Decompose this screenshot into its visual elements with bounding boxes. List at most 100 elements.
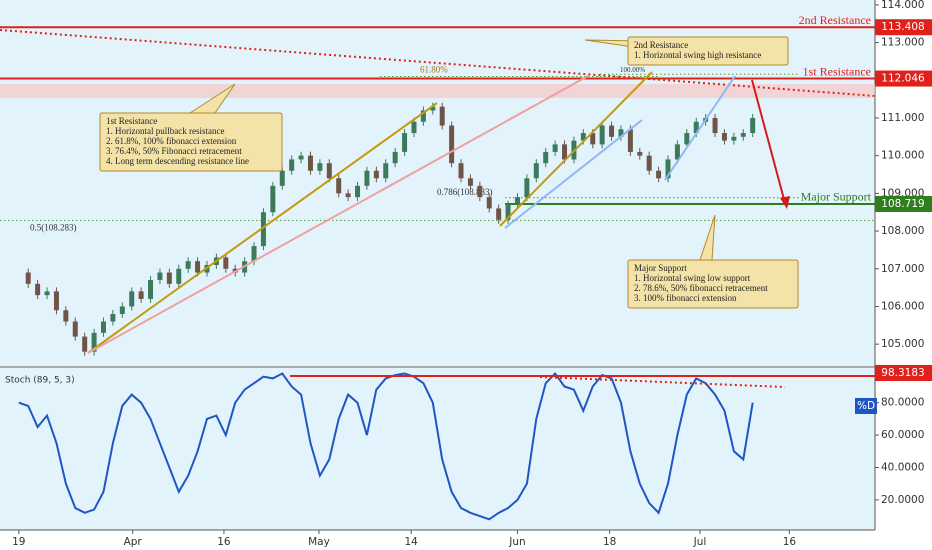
candle-body: [82, 336, 88, 352]
x-tick-label: 18: [603, 536, 616, 548]
series-badge: [855, 398, 877, 414]
trend-arrow: [504, 119, 643, 229]
candle-body: [72, 321, 78, 337]
candle-body: [496, 208, 502, 220]
indicator-level-value: 98.3183: [881, 367, 924, 379]
callout-text: 2. 61.8%, 100% fibonacci extension: [106, 136, 237, 146]
y-tick-label: 107.000: [881, 263, 924, 275]
candle-body: [195, 261, 201, 273]
y-tick-label: 110.000: [881, 150, 924, 162]
candle-body: [326, 163, 332, 179]
candle-body: [477, 185, 483, 198]
callout-text: 3. 100% fibonacci extension: [634, 293, 737, 303]
candle-body: [289, 159, 295, 171]
trend-lines: [0, 29, 876, 388]
candle-body: [355, 185, 361, 198]
candle-body: [562, 144, 568, 160]
candle-body: [486, 197, 492, 209]
candle-body: [251, 246, 257, 262]
x-tick-label: May: [308, 536, 330, 548]
trend-arrow: [664, 75, 736, 181]
y-tick-label: 108.000: [881, 225, 924, 237]
trend-arrow: [87, 75, 589, 354]
candle-body: [420, 110, 426, 122]
candle-body: [307, 155, 313, 171]
candle-body: [91, 332, 97, 352]
candle-body: [345, 193, 351, 198]
candle-body: [599, 125, 605, 145]
trend-arrow: [87, 102, 438, 354]
candle-body: [467, 178, 473, 186]
candle-body: [439, 106, 445, 126]
candle-body: [590, 133, 596, 145]
candle-body: [627, 129, 633, 152]
candle-body: [35, 283, 41, 296]
x-tick-label: 14: [404, 536, 418, 548]
candle-body: [514, 197, 520, 205]
candle-body: [693, 121, 699, 134]
candle-body: [684, 133, 690, 145]
candle-body: [138, 291, 144, 299]
candle-body: [25, 272, 31, 284]
level-badge: [875, 70, 932, 87]
candle-body: [656, 170, 662, 179]
y-tick-label: 114.000: [881, 0, 924, 11]
candle-body: [364, 170, 370, 186]
candle-body: [674, 144, 680, 160]
candle-body: [392, 151, 398, 164]
callout-text: 1st Resistance: [106, 116, 157, 126]
x-tick-label: Apr: [124, 536, 143, 548]
y-tick-label: 113.000: [881, 37, 924, 49]
y-tick-label: 111.000: [881, 112, 924, 124]
x-tick-label: 16: [217, 536, 231, 548]
candle-body: [543, 151, 549, 164]
callout-text: 2nd Resistance: [634, 40, 688, 50]
fib-label: 100.00%: [620, 66, 645, 74]
level-value: 113.408: [881, 21, 924, 33]
level-badge: [875, 195, 932, 212]
indicator-trend: [539, 376, 786, 388]
callout-box: [627, 36, 789, 66]
y2-tick-label: 20.0000: [881, 494, 924, 506]
candle-body: [260, 212, 266, 247]
candle-body: [383, 163, 389, 179]
candle-body: [750, 117, 756, 134]
x-tick-label: Jun: [508, 536, 525, 548]
x-tick-label: 16: [783, 536, 797, 548]
fib-label: 61.80%: [420, 65, 448, 75]
candle-body: [458, 163, 464, 179]
candle-body: [44, 291, 50, 296]
candle-body: [637, 151, 643, 156]
callout-text: Major Support: [634, 263, 687, 273]
candle-body: [185, 261, 191, 269]
candle-body: [411, 121, 417, 134]
candle-body: [449, 125, 455, 164]
callout-box: [99, 112, 283, 172]
candle-body: [148, 280, 154, 299]
candle-body: [618, 129, 624, 137]
candle-body: [552, 144, 558, 152]
candle-body: [402, 133, 408, 152]
fib-label: 0.786(108.883): [437, 187, 493, 197]
trend-arrow: [499, 71, 653, 227]
candle-body: [731, 136, 737, 141]
candle-body: [279, 170, 285, 186]
candle-body: [373, 170, 379, 179]
callout-box: [627, 259, 799, 309]
level-value: 108.719: [881, 198, 924, 210]
indicator-title: Stoch (89, 5, 3): [5, 376, 75, 386]
callout-text: 1. Horizontal pullback resistance: [106, 126, 224, 136]
level-value: 112.046: [881, 73, 925, 85]
indicator-level-badge: [875, 364, 932, 381]
callout-text: 1. Horizontal swing high resistance: [634, 50, 761, 60]
level-badge: [875, 19, 932, 36]
candle-body: [110, 313, 116, 322]
candle-body: [100, 321, 106, 333]
x-tick-label: Jul: [693, 536, 707, 548]
candle-body: [176, 268, 182, 284]
callout-text: 2. 78.6%, 50% fibonacci retracement: [634, 283, 768, 293]
candle-body: [63, 310, 69, 322]
y2-tick-label: 80.0000: [881, 397, 924, 409]
